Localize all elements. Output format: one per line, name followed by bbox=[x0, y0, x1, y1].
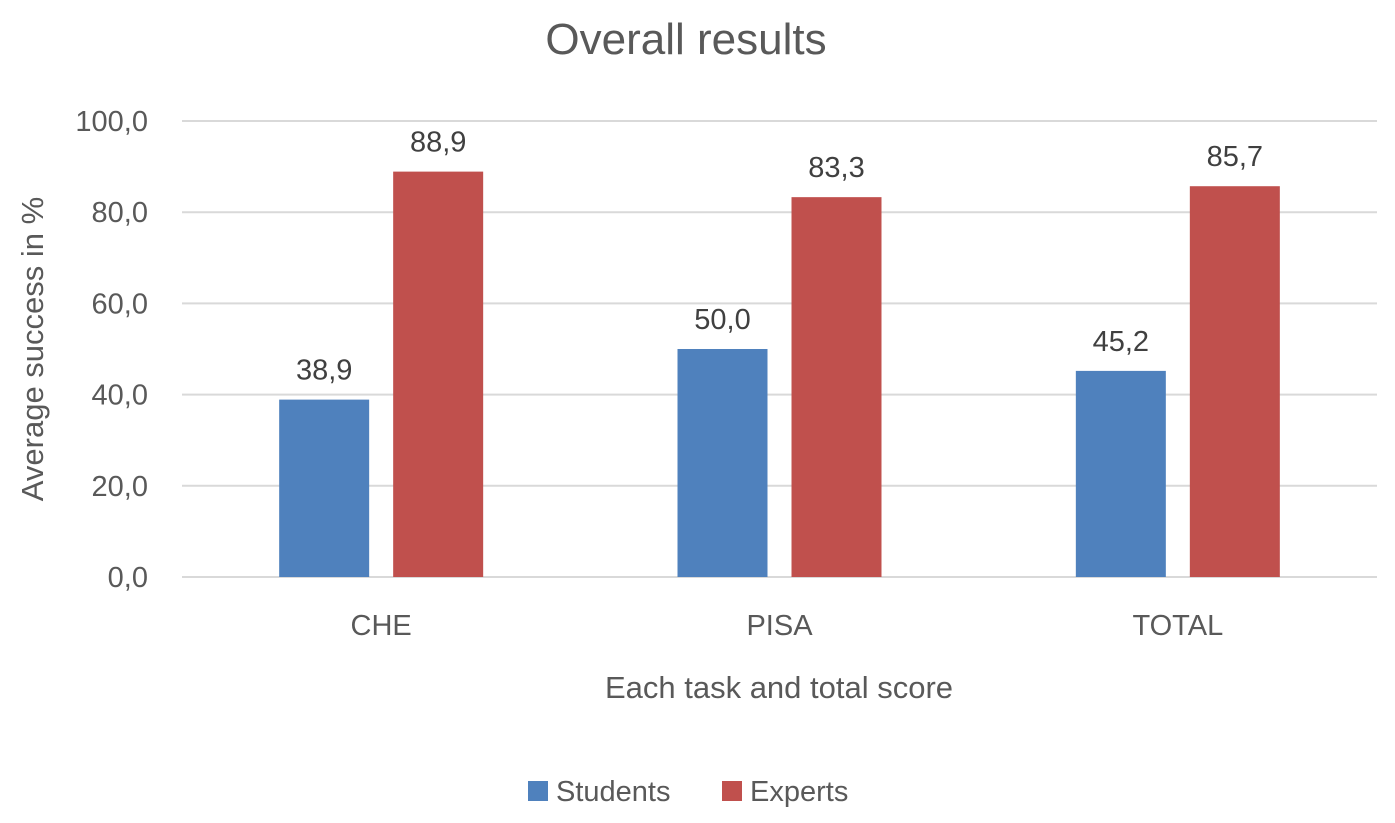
x-tick-label: TOTAL bbox=[1132, 610, 1223, 642]
x-axis-title: Each task and total score bbox=[605, 670, 953, 705]
gridlines bbox=[182, 120, 1377, 578]
legend-swatch-experts bbox=[722, 781, 742, 801]
y-tick-label: 20,0 bbox=[92, 471, 148, 503]
data-label: 85,7 bbox=[1207, 141, 1263, 173]
chart-title: Overall results bbox=[545, 15, 826, 64]
x-axis-ticks: CHE PISA TOTAL bbox=[351, 610, 1224, 642]
y-tick-label: 40,0 bbox=[92, 380, 148, 412]
x-tick-label: CHE bbox=[351, 610, 412, 642]
y-tick-label: 60,0 bbox=[92, 288, 148, 320]
y-tick-label: 0,0 bbox=[108, 562, 148, 594]
legend-swatch-students bbox=[528, 781, 548, 801]
data-label: 38,9 bbox=[296, 355, 352, 387]
data-label: 45,2 bbox=[1093, 326, 1149, 358]
data-label: 50,0 bbox=[694, 304, 750, 336]
y-tick-label: 100,0 bbox=[75, 106, 148, 138]
bars bbox=[279, 171, 1280, 578]
bar-experts-pisa bbox=[791, 197, 882, 578]
legend-label-students: Students bbox=[556, 776, 670, 808]
y-tick-label: 80,0 bbox=[92, 197, 148, 229]
legend-label-experts: Experts bbox=[750, 776, 848, 808]
y-axis-title: Average success in % bbox=[15, 197, 50, 501]
data-label: 83,3 bbox=[808, 152, 864, 184]
bar-students-che bbox=[279, 399, 370, 577]
bar-students-total bbox=[1075, 370, 1166, 577]
bar-experts-che bbox=[393, 171, 484, 577]
bar-experts-total bbox=[1189, 186, 1280, 577]
y-axis-ticks: 0,0 20,0 40,0 60,0 80,0 100,0 bbox=[75, 106, 148, 594]
data-labels: 38,9 88,9 50,0 83,3 45,2 85,7 bbox=[296, 127, 1263, 387]
data-label: 88,9 bbox=[410, 127, 466, 159]
legend: Students Experts bbox=[528, 776, 848, 808]
bar-students-pisa bbox=[677, 349, 768, 577]
x-tick-label: PISA bbox=[746, 610, 813, 642]
